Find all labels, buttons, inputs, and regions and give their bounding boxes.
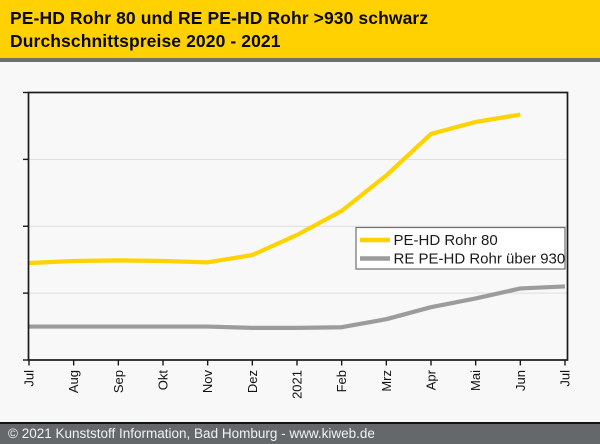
x-axis-label: Aug [66,370,81,393]
page-title-line1: PE-HD Rohr 80 und RE PE-HD Rohr >930 sch… [10,8,429,28]
x-axis-label: Dez [245,370,260,393]
legend-label: PE-HD Rohr 80 [394,232,498,249]
x-axis-label: Mai [468,370,483,391]
x-axis-label: Nov [200,370,215,394]
copyright-text: © 2021 Kunststoff Information, Bad Hombu… [8,426,375,441]
legend-box [355,226,566,270]
legend-label: RE PE-HD Rohr über 930 [394,251,566,268]
series-line-pe-hd-rohr-80 [28,112,521,266]
x-axis-label: 2021 [290,370,305,399]
x-axis-label: Jun [513,370,528,391]
x-axis-label: Jul [558,370,573,387]
price-chart: Jul Aug Sep Okt Nov Dez 2021 Feb Mrz Apr Mai Jun Jul… [0,62,600,418]
x-axis-label: Mrz [379,370,394,392]
x-axis-label: Sep [111,370,126,393]
title-bar: PE-HD Rohr 80 und RE PE-HD Rohr >930 sch… [0,0,600,62]
series-line-re-pe-hd-rohr-ber-930 [29,284,566,330]
x-axis-label: Feb [334,370,349,392]
copyright-bar: © 2021 Kunststoff Information, Bad Hombu… [0,422,600,444]
price-chart-svg: Jul Aug Sep Okt Nov Dez 2021 Feb Mrz Apr Mai Jun Jul… [22,91,573,399]
page-title-line2: Durchschnittspreise 2020 - 2021 [10,31,281,51]
x-axis-label: Okt [156,370,171,391]
x-axis-label: Apr [424,369,439,390]
x-axis-label: Jul [22,370,37,387]
